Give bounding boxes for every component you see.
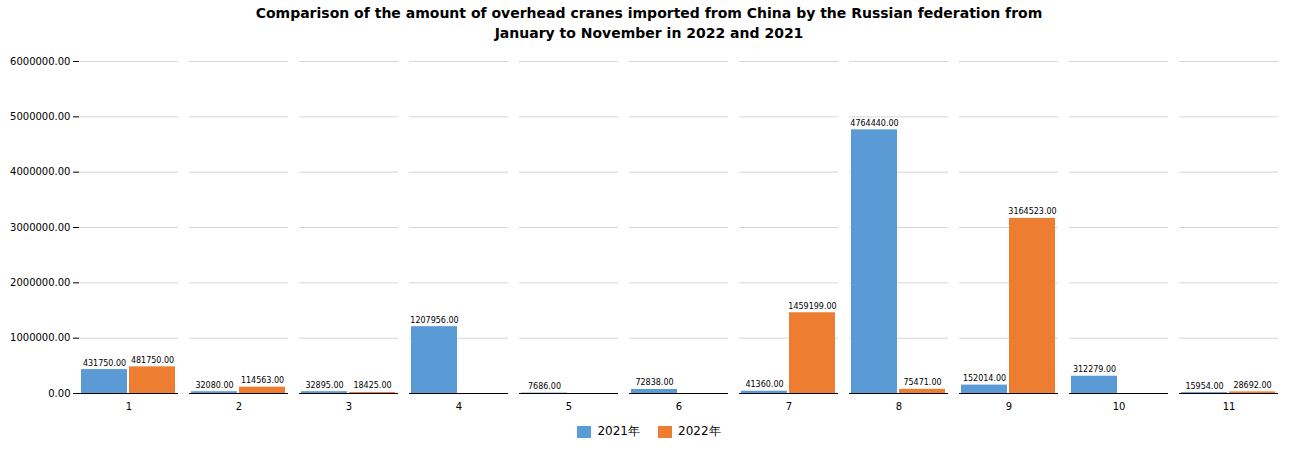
- svg-text:114563.00: 114563.00: [241, 376, 284, 385]
- svg-text:7: 7: [786, 401, 792, 412]
- svg-text:1207956.00: 1207956.00: [410, 316, 458, 325]
- svg-text:6: 6: [676, 401, 682, 412]
- html-text:Comparison of the amount of ov: Comparison of the amount of overhead cra…: [255, 5, 1043, 41]
- svg-text:32895.00: 32895.00: [305, 381, 343, 390]
- svg-text:9: 9: [1006, 401, 1012, 412]
- svg-text:5: 5: [566, 401, 572, 412]
- svg-text:2000000.00: 2000000.00: [10, 277, 70, 288]
- svg-text:5000000.00: 5000000.00: [10, 111, 70, 122]
- svg-text:312279.00: 312279.00: [1073, 365, 1116, 374]
- svg-text:3: 3: [346, 401, 352, 412]
- svg-text:7686.00: 7686.00: [528, 382, 561, 391]
- svg-text:8: 8: [896, 401, 902, 412]
- svg-text:15954.00: 15954.00: [1185, 382, 1223, 391]
- svg-text:2: 2: [236, 401, 242, 412]
- svg-text:72838.00: 72838.00: [635, 379, 673, 388]
- svg-text:28692.00: 28692.00: [1233, 381, 1271, 390]
- svg-text:3000000.00: 3000000.00: [10, 222, 70, 233]
- svg-text:18425.00: 18425.00: [353, 382, 391, 391]
- svg-text:10: 10: [1113, 401, 1126, 412]
- svg-text:41360.00: 41360.00: [745, 380, 783, 389]
- svg-text:4000000.00: 4000000.00: [10, 167, 70, 178]
- svg-text:4: 4: [456, 401, 462, 412]
- svg-text:431750.00: 431750.00: [83, 359, 126, 368]
- svg-text:481750.00: 481750.00: [131, 356, 174, 365]
- svg-text:11: 11: [1223, 401, 1236, 412]
- html-text:2021年: 2021年: [597, 424, 640, 439]
- svg-text:1000000.00: 1000000.00: [10, 333, 70, 344]
- svg-text:0.00: 0.00: [48, 388, 70, 399]
- html-text:2022年: 2022年: [678, 424, 721, 439]
- svg-text:3164523.00: 3164523.00: [1008, 208, 1056, 217]
- svg-text:75471.00: 75471.00: [903, 379, 941, 388]
- svg-text:6000000.00: 6000000.00: [10, 56, 70, 67]
- svg-text:1: 1: [126, 401, 132, 412]
- svg-text:32080.00: 32080.00: [195, 381, 233, 390]
- svg-text:152014.00: 152014.00: [963, 374, 1006, 383]
- svg-text:1459199.00: 1459199.00: [788, 302, 836, 311]
- svg-text:4764440.00: 4764440.00: [850, 119, 898, 128]
